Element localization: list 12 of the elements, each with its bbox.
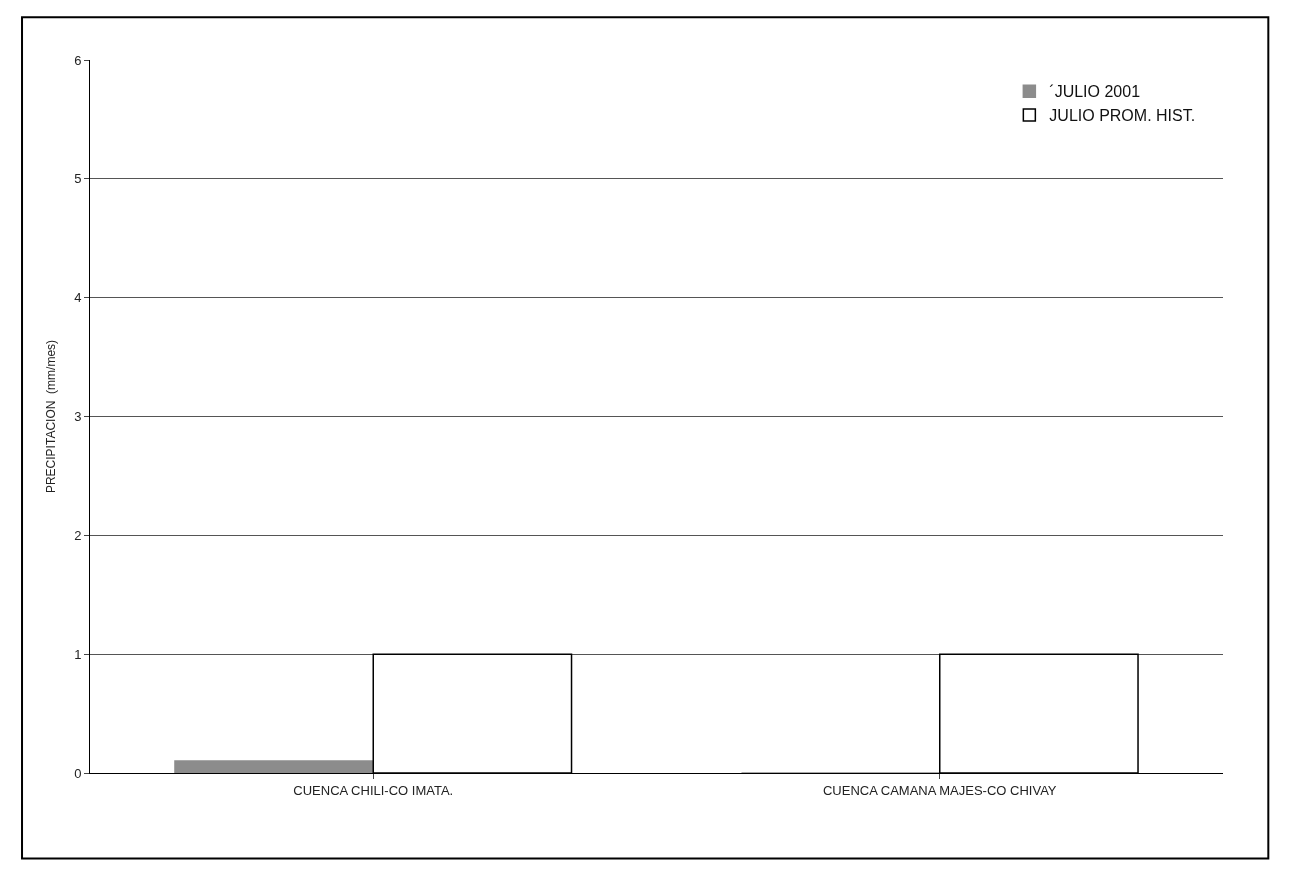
y-tick-label: 0 — [74, 765, 82, 781]
y-tick-label: 6 — [74, 52, 82, 68]
y-tick-label: 1 — [74, 646, 82, 662]
y-tick-label: 4 — [74, 290, 82, 306]
x-tick-label: CUENCA CAMANA MAJES-CO CHIVAY — [822, 782, 1057, 798]
legend-label: ´JULIO 2001 — [1049, 83, 1141, 101]
y-tick-label: 2 — [74, 527, 82, 543]
y-tick-label: 5 — [74, 171, 82, 187]
x-tick-label: CUENCA CHILI-CO IMATA. — [293, 782, 454, 798]
legend-label: JULIO PROM. HIST. — [1049, 107, 1196, 125]
y-tick-label: 3 — [74, 409, 82, 425]
y-axis-title: PRECIPITACION (mm/mes) — [44, 339, 59, 494]
